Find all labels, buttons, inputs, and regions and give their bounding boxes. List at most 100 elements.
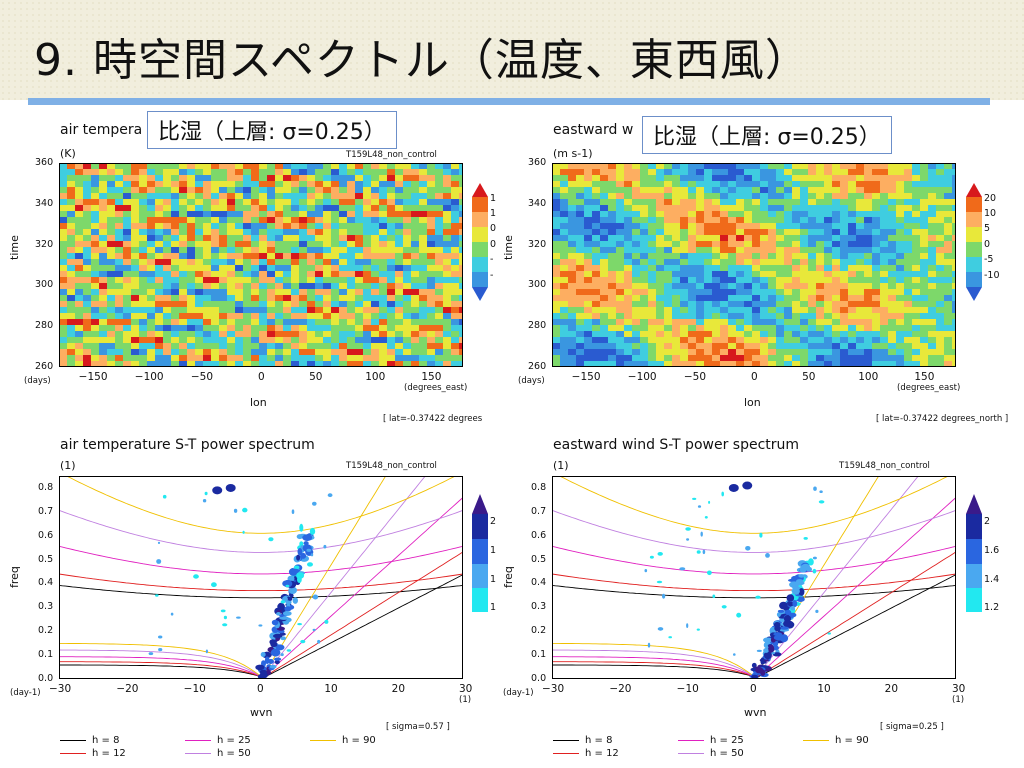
heatmap-cell <box>688 325 696 331</box>
heatmap-cell <box>712 169 720 175</box>
heatmap-cell <box>752 169 760 175</box>
heatmap-cell <box>848 211 856 217</box>
heatmap-cell <box>584 355 592 361</box>
heatmap-cell <box>864 313 872 319</box>
axis-tick-label: 0.6 <box>531 529 547 541</box>
heatmap-cell <box>443 247 451 253</box>
heatmap-cell <box>339 277 347 283</box>
heatmap-cell <box>299 283 307 289</box>
heatmap-cell <box>904 175 912 181</box>
spectral-power-patch <box>812 556 817 560</box>
heatmap-cell <box>888 241 896 247</box>
heatmap-cell <box>131 307 139 313</box>
heatmap-cell <box>131 343 139 349</box>
heatmap-cell <box>147 295 155 301</box>
heatmap-cell <box>115 343 123 349</box>
heatmap-cell <box>251 319 259 325</box>
heatmap-cell <box>363 211 371 217</box>
heatmap-cell <box>403 343 411 349</box>
heatmap-cell <box>67 199 75 205</box>
heatmap-cell <box>443 241 451 247</box>
heatmap-cell <box>656 295 664 301</box>
heatmap-cell <box>584 169 592 175</box>
heatmap-cell <box>592 337 600 343</box>
heatmap-cell <box>179 193 187 199</box>
heatmap-cell <box>680 295 688 301</box>
heatmap-cell <box>371 217 379 223</box>
heatmap-cell <box>251 325 259 331</box>
heatmap-cell <box>568 349 576 355</box>
hov-left-footer: [ lat=-0.37422 degrees <box>383 414 483 424</box>
heatmap-cell <box>403 277 411 283</box>
heatmap-cell <box>171 175 179 181</box>
heatmap-cell <box>99 211 107 217</box>
heatmap-cell <box>331 241 339 247</box>
heatmap-cell <box>624 361 632 367</box>
axis-tick-label: 150 <box>421 371 442 383</box>
heatmap-cell <box>195 235 203 241</box>
heatmap-cell <box>792 265 800 271</box>
heatmap-cell <box>768 181 776 187</box>
heatmap-cell <box>640 247 648 253</box>
heatmap-cell <box>592 217 600 223</box>
heatmap-cell <box>67 193 75 199</box>
heatmap-cell <box>912 277 920 283</box>
heatmap-cell <box>784 253 792 259</box>
heatmap-cell <box>235 229 243 235</box>
heatmap-cell <box>760 271 768 277</box>
heatmap-cell <box>560 259 568 265</box>
heatmap-cell <box>67 265 75 271</box>
heatmap-cell <box>696 331 704 337</box>
heatmap-cell <box>243 187 251 193</box>
heatmap-cell <box>411 271 419 277</box>
heatmap-cell <box>147 265 155 271</box>
heatmap-cell <box>920 211 928 217</box>
legend-entry: h = 12 <box>60 748 126 759</box>
heatmap-cell <box>808 349 816 355</box>
heatmap-cell <box>443 295 451 301</box>
heatmap-cell <box>784 289 792 295</box>
heatmap-cell <box>387 277 395 283</box>
heatmap-cell <box>728 361 736 367</box>
heatmap-cell <box>632 217 640 223</box>
heatmap-cell <box>728 271 736 277</box>
heatmap-cell <box>848 349 856 355</box>
heatmap-cell <box>944 253 952 259</box>
heatmap-cell <box>139 253 147 259</box>
heatmap-cell <box>816 217 824 223</box>
heatmap-cell <box>712 277 720 283</box>
heatmap-cell <box>307 199 315 205</box>
heatmap-cell <box>411 193 419 199</box>
heatmap-cell <box>379 313 387 319</box>
heatmap-cell <box>848 163 856 169</box>
heatmap-cell <box>123 223 131 229</box>
heatmap-cell <box>275 319 283 325</box>
heatmap-cell <box>576 355 584 361</box>
heatmap-cell <box>155 193 163 199</box>
heatmap-cell <box>259 235 267 241</box>
heatmap-cell <box>251 181 259 187</box>
heatmap-cell <box>856 343 864 349</box>
heatmap-cell <box>848 181 856 187</box>
heatmap-cell <box>67 355 75 361</box>
heatmap-cell <box>616 199 624 205</box>
heatmap-cell <box>323 205 331 211</box>
heatmap-cell <box>387 241 395 247</box>
heatmap-cell <box>680 235 688 241</box>
heatmap-cell <box>99 217 107 223</box>
heatmap-cell <box>243 265 251 271</box>
heatmap-cell <box>872 295 880 301</box>
heatmap-cell <box>451 193 459 199</box>
axis-tick-label: 0.8 <box>38 481 54 493</box>
heatmap-cell <box>752 301 760 307</box>
heatmap-cell <box>816 355 824 361</box>
heatmap-cell <box>427 205 435 211</box>
heatmap-cell <box>744 301 752 307</box>
heatmap-cell <box>728 253 736 259</box>
heatmap-cell <box>592 277 600 283</box>
legend-line-swatch <box>310 739 336 741</box>
heatmap-cell <box>59 289 67 295</box>
axis-tick-label: 30 <box>459 683 473 695</box>
heatmap-cell <box>600 337 608 343</box>
heatmap-cell <box>411 355 419 361</box>
